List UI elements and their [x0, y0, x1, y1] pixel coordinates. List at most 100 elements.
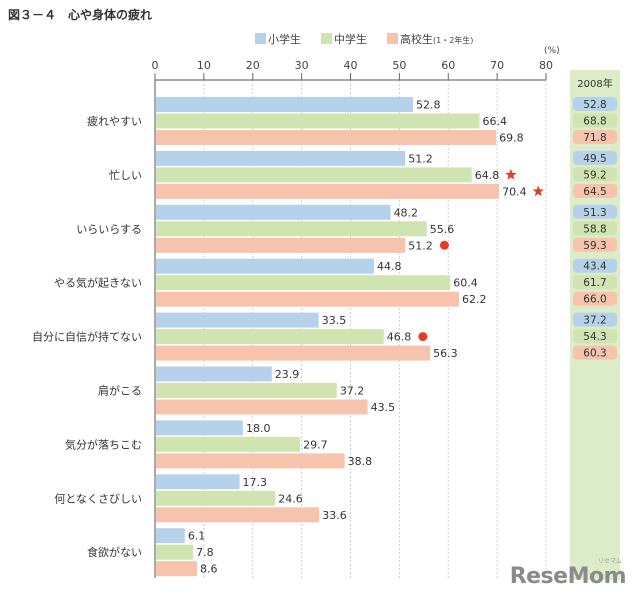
comparison-value-3-1: 61.7	[583, 277, 606, 289]
data-label-0-0: 52.8	[416, 99, 441, 112]
comparison-pill-0-1	[573, 113, 617, 128]
bar-4-1	[156, 329, 384, 345]
significance-dot-3	[418, 332, 428, 342]
significance-star-0	[505, 168, 517, 180]
bar-7-2	[156, 507, 320, 523]
legend-label-1: 中学生	[334, 32, 367, 46]
unit-label: (%)	[544, 46, 560, 56]
data-label-1-1: 64.8	[475, 169, 500, 182]
bar-5-1	[156, 383, 337, 398]
bar-3-0	[156, 258, 374, 274]
legend-label-2: 高校生(1・2年生)	[400, 32, 473, 46]
data-label-8-0: 6.1	[188, 530, 206, 543]
data-label-4-1: 46.8	[387, 331, 412, 344]
comparison-value-2-0: 51.3	[583, 207, 606, 219]
comparison-pill-4-2	[573, 345, 617, 360]
bar-7-1	[156, 490, 276, 506]
comparison-value-0-2: 71.8	[583, 132, 606, 144]
bar-2-2	[156, 237, 406, 253]
comparison-value-0-0: 52.8	[583, 99, 606, 111]
comparison-value-2-1: 58.8	[583, 223, 606, 235]
bar-6-2	[156, 453, 345, 469]
x-tick-label-8: 80	[539, 59, 553, 72]
bar-1-2	[156, 183, 500, 199]
data-label-3-0: 44.8	[377, 260, 402, 273]
comparison-pill-4-0	[573, 312, 617, 327]
bar-0-1	[156, 113, 480, 129]
data-label-8-2: 8.6	[200, 563, 218, 576]
data-label-7-1: 24.6	[278, 492, 303, 505]
comparison-value-2-2: 59.3	[583, 240, 606, 252]
bar-0-0	[156, 97, 414, 112]
comparison-value-1-0: 49.5	[583, 153, 606, 165]
bar-6-0	[156, 420, 243, 436]
comparison-title: 2008年	[577, 77, 612, 90]
x-tick-label-1: 10	[197, 59, 211, 72]
legend-swatch-1	[321, 33, 332, 44]
comparison-pill-0-0	[573, 97, 617, 111]
data-label-3-2: 62.2	[462, 293, 487, 306]
category-label-6: 気分が落ちこむ	[65, 437, 142, 451]
data-label-6-0: 18.0	[246, 422, 271, 435]
data-label-2-2: 51.2	[408, 239, 433, 252]
comparison-pill-2-1	[573, 221, 617, 236]
data-label-4-2: 56.3	[433, 347, 458, 360]
data-label-7-2: 33.6	[322, 509, 347, 522]
data-label-1-0: 51.2	[408, 152, 433, 165]
x-tick-label-6: 60	[441, 59, 455, 72]
comparison-pill-1-2	[573, 183, 617, 198]
comparison-pill-0-2	[573, 130, 617, 144]
bar-6-1	[156, 436, 301, 452]
data-label-4-0: 33.5	[322, 314, 347, 327]
data-label-5-1: 37.2	[340, 385, 365, 398]
chart-title: 図３－４ 心や身体の疲れ	[8, 8, 153, 22]
comparison-pill-4-1	[573, 329, 617, 344]
bar-3-2	[156, 291, 460, 307]
x-tick-label-0: 0	[152, 59, 159, 72]
comparison-pill-3-2	[573, 291, 617, 306]
bar-8-1	[156, 544, 194, 560]
category-label-0: 疲れやすい	[87, 114, 142, 128]
comparison-pill-3-1	[573, 275, 617, 290]
bar-3-1	[156, 275, 451, 291]
comparison-value-3-0: 43.4	[583, 261, 607, 273]
data-label-6-1: 29.7	[303, 438, 328, 451]
category-label-1: 忙しい	[109, 168, 142, 182]
category-label-5: 肩がこる	[98, 384, 142, 398]
x-tick-label-2: 20	[246, 59, 260, 72]
comparison-value-3-2: 66.0	[583, 294, 606, 306]
category-label-2: いらいらする	[76, 223, 142, 236]
legend-label-0: 小学生	[268, 32, 301, 46]
bar-5-2	[156, 399, 368, 415]
data-label-5-0: 23.9	[275, 368, 300, 381]
bar-8-0	[156, 528, 185, 544]
bar-7-0	[156, 474, 240, 490]
bar-4-2	[156, 345, 431, 361]
legend-swatch-2	[387, 33, 398, 44]
bar-5-0	[156, 366, 272, 382]
comparison-value-0-1: 68.8	[583, 116, 606, 128]
comparison-value-4-0: 37.2	[583, 315, 606, 327]
data-label-8-1: 7.8	[196, 546, 214, 559]
comparison-value-1-2: 64.5	[583, 186, 606, 198]
comparison-pill-3-0	[573, 258, 617, 273]
significance-dot-2	[439, 240, 449, 250]
bar-0-2	[156, 130, 497, 145]
data-label-5-2: 43.5	[371, 401, 396, 414]
data-label-7-0: 17.3	[243, 476, 268, 489]
legend-swatch-0	[255, 33, 266, 44]
significance-star-1	[532, 185, 544, 197]
data-label-1-2: 70.4	[502, 185, 526, 198]
bar-1-1	[156, 167, 472, 183]
comparison-pill-2-0	[573, 204, 617, 219]
data-label-2-0: 48.2	[394, 206, 419, 219]
data-label-6-2: 38.8	[348, 455, 373, 468]
comparison-value-1-1: 59.2	[583, 169, 606, 181]
x-tick-label-5: 50	[392, 59, 406, 72]
bar-2-0	[156, 204, 391, 220]
bar-4-0	[156, 312, 319, 328]
category-label-7: 何となくさびしい	[54, 492, 142, 505]
legend-note-2: (1・2年生)	[433, 35, 473, 45]
category-label-4: 自分に自信が持てない	[32, 330, 142, 344]
